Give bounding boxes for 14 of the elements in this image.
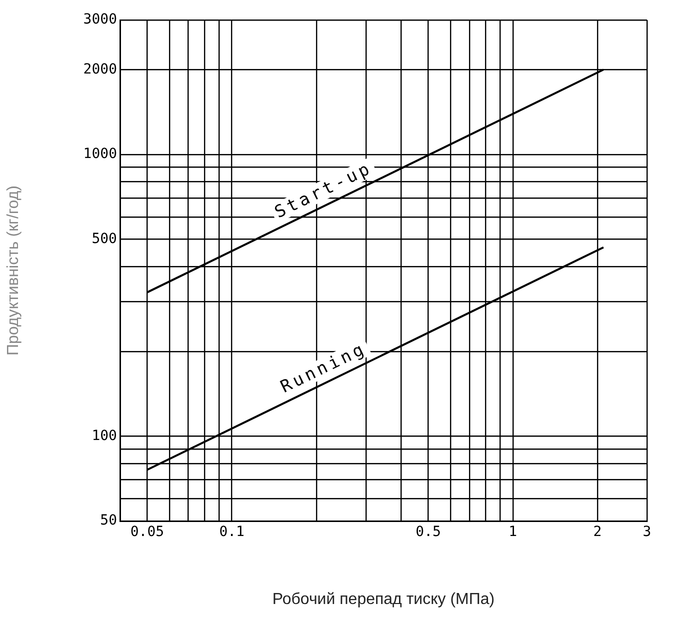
y-tick-label: 50 (100, 512, 117, 529)
y-axis-title: Продуктивність (кг/год) (5, 185, 22, 356)
x-tick-label: 0.1 (219, 524, 244, 540)
x-tick-label: 2 (593, 524, 602, 540)
y-tick-label: 1000 (83, 146, 117, 162)
x-axis-title: Робочий перепад тиску (МПа) (272, 590, 495, 608)
y-tick-label: 3000 (83, 12, 117, 28)
x-tick-label: 3 (642, 524, 652, 540)
y-tick-label: 2000 (83, 61, 117, 78)
x-tick-label: 0.05 (130, 524, 164, 540)
x-tick-label: 1 (508, 524, 518, 540)
y-tick-label: 500 (92, 230, 117, 247)
x-tick-label: 0.5 (416, 524, 441, 540)
y-tick-label: 100 (92, 428, 117, 444)
